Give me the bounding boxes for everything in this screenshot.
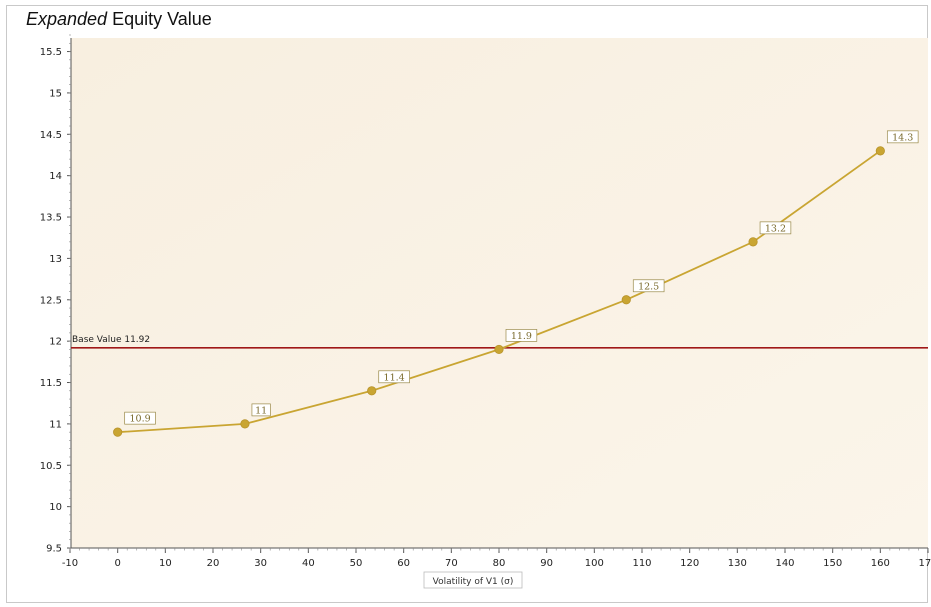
data-point (494, 344, 504, 355)
data-label-box (632, 279, 665, 293)
y-tick-label: 15 (49, 88, 62, 99)
x-tick-label: 140 (775, 558, 794, 569)
data-label-box (886, 130, 919, 144)
y-tick-label: 13 (49, 254, 62, 265)
chart-title-italic: Expanded (26, 9, 108, 29)
y-tick-label: 14.5 (40, 130, 62, 141)
y-tick-label: 13.5 (40, 213, 62, 224)
x-tick-label: 90 (540, 558, 553, 569)
base-value-label: Base Value 11.92 (72, 335, 150, 345)
series-group: 10.9 11 11.4 11.9 12.5 13.2 14.3 (113, 130, 919, 437)
data-label: 11.9 (511, 331, 532, 342)
x-tick-label: 50 (350, 558, 363, 569)
y-tick-label: 12 (49, 337, 62, 348)
x-tick-label: 30 (254, 558, 267, 569)
data-point (621, 295, 631, 305)
x-tick-label: 170 (918, 558, 931, 569)
y-tick-label: 9.5 (46, 544, 62, 555)
x-tick-label: 100 (585, 558, 604, 569)
x-tick-label: 20 (207, 558, 220, 569)
data-point (367, 386, 377, 396)
data-label-box (505, 329, 538, 342)
x-tick-label: 110 (632, 558, 651, 569)
data-label-box (759, 221, 792, 235)
chart-title-rest: Equity Value (107, 9, 212, 29)
data-label-box (124, 411, 156, 425)
x-tick-label: -10 (62, 558, 78, 569)
data-label-box (378, 370, 410, 384)
data-label: 11 (255, 405, 267, 416)
data-point (748, 237, 758, 247)
x-axis-title: Volatility of V1 (σ) (433, 577, 514, 587)
x-tick-label: 70 (445, 558, 458, 569)
data-label: 14.3 (892, 132, 913, 143)
y-tick-label: 14 (49, 171, 62, 182)
axes: 9.5 10 10.5 11 11.5 12 12.5 13 13.5 14 14.5 15 15.5 -… (40, 34, 931, 569)
x-tick-label: 60 (397, 558, 410, 569)
y-tick-label: 11.5 (40, 378, 62, 389)
y-tick-label: 15.5 (40, 47, 62, 58)
data-label-box (251, 403, 271, 417)
data-point (240, 419, 250, 429)
x-tick-label: 130 (728, 558, 747, 569)
data-point (113, 427, 123, 437)
data-label: 12.5 (638, 281, 659, 292)
data-label: 11.4 (384, 372, 405, 383)
data-label: 13.2 (765, 223, 786, 234)
chart-title: Expanded Equity Value (26, 9, 212, 30)
x-tick-label: 10 (159, 558, 172, 569)
plot-area (71, 38, 928, 548)
y-tick-label: 11 (49, 419, 62, 430)
x-tick-label: 150 (823, 558, 842, 569)
x-tick-label: 160 (871, 558, 890, 569)
x-axis-title-group: Volatility of V1 (σ) (423, 571, 523, 589)
data-label: 10.9 (129, 414, 150, 425)
x-tick-label: 120 (680, 558, 699, 569)
y-tick-label: 10 (49, 502, 62, 513)
data-point (875, 146, 885, 156)
y-tick-label: 10.5 (40, 461, 62, 472)
x-tick-label: 40 (302, 558, 315, 569)
x-axis-title-box (423, 571, 523, 589)
x-tick-label: 0 (114, 558, 120, 569)
x-tick-label: 80 (493, 558, 506, 569)
y-tick-label: 12.5 (40, 295, 62, 306)
